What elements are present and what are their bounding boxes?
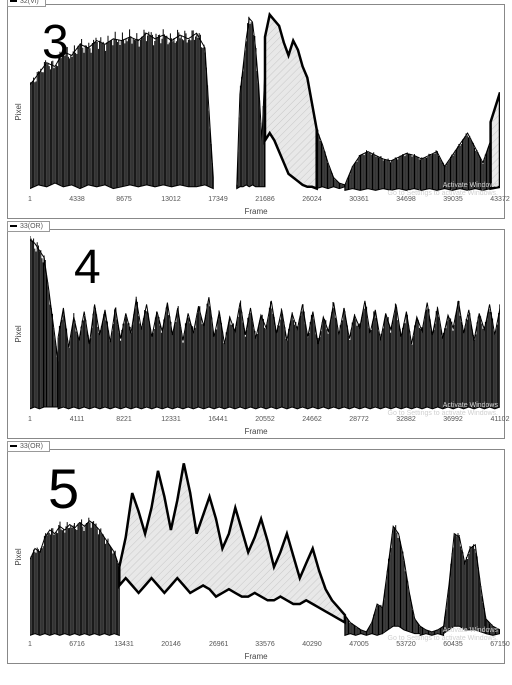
x-axis-label: Frame [244, 652, 267, 661]
x-tick: 39035 [443, 196, 462, 203]
x-tick: 26961 [209, 641, 228, 648]
x-axis-label: Frame [244, 207, 267, 216]
x-tick: 41102 [491, 416, 510, 423]
x-tick-row: 1 4111 8221 12331 16441 20552 24662 28772 32882 3… [30, 416, 500, 426]
chart-panel-3: 32(Vl)Pixel3Activate WindowsGo to Settin… [7, 4, 505, 219]
x-tick: 13431 [114, 641, 133, 648]
x-tick: 1 [28, 641, 32, 648]
chart-panel-4: 33(OR)Pixel4Activate WindowsGo to Settin… [7, 229, 505, 439]
x-tick: 33576 [255, 641, 274, 648]
page: 32(Vl)Pixel3Activate WindowsGo to Settin… [0, 0, 512, 685]
x-tick: 13012 [161, 196, 180, 203]
x-axis-label: Frame [244, 427, 267, 436]
chart-svg [30, 11, 500, 196]
x-tick: 40290 [302, 641, 321, 648]
plot-area [30, 456, 500, 641]
x-tick: 17349 [208, 196, 227, 203]
legend-tab: 32(Vl) [7, 0, 46, 7]
x-tick: 24662 [302, 416, 321, 423]
x-tick: 32882 [396, 416, 415, 423]
x-tick-row: 1 4338 8675 13012 17349 21686 26024 30361 34698 3… [30, 196, 500, 206]
y-axis-label: Pixel [14, 325, 23, 342]
x-tick: 34698 [396, 196, 415, 203]
x-tick: 12331 [161, 416, 180, 423]
x-tick: 20146 [161, 641, 180, 648]
plot-area [30, 11, 500, 196]
x-tick: 26024 [302, 196, 321, 203]
chart-svg [30, 456, 500, 641]
x-tick: 16441 [208, 416, 227, 423]
x-tick: 4338 [69, 196, 85, 203]
y-axis-label: Pixel [14, 103, 23, 120]
y-axis-label: Pixel [14, 548, 23, 565]
x-tick: 8221 [116, 416, 132, 423]
x-tick: 43372 [490, 196, 509, 203]
x-tick: 6716 [69, 641, 85, 648]
panel-numeral: 3 [42, 15, 69, 70]
legend-tab: 33(OR) [7, 441, 50, 452]
x-tick: 20552 [255, 416, 274, 423]
x-tick: 8675 [116, 196, 132, 203]
panel-numeral: 5 [48, 456, 79, 521]
x-tick-row: 1 6716 13431 20146 26961 33576 40290 47005 53720… [30, 641, 500, 651]
x-tick: 28772 [349, 416, 368, 423]
chart-panel-5: 33(OR)Pixel5Activate WindowsGo to Settin… [7, 449, 505, 664]
x-tick: 4111 [70, 416, 85, 423]
x-tick: 36992 [443, 416, 462, 423]
x-tick: 47005 [349, 641, 368, 648]
x-tick: 30361 [349, 196, 368, 203]
x-tick: 67150 [490, 641, 509, 648]
x-tick: 53720 [396, 641, 415, 648]
x-tick: 1 [28, 416, 32, 423]
x-tick: 60435 [443, 641, 462, 648]
x-tick: 21686 [255, 196, 274, 203]
x-tick: 1 [28, 196, 32, 203]
legend-tab: 33(OR) [7, 221, 50, 232]
panel-numeral: 4 [74, 240, 101, 295]
